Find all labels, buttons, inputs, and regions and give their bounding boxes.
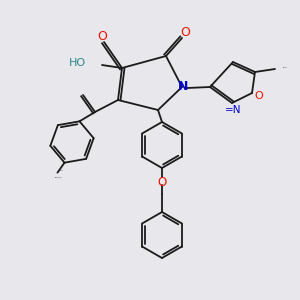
Text: O: O [255, 91, 263, 101]
Text: HO: HO [69, 58, 86, 68]
Text: methyl_tol: methyl_tol [55, 176, 62, 178]
Text: O: O [180, 26, 190, 38]
Text: O: O [97, 29, 107, 43]
Text: O: O [158, 176, 166, 188]
Text: methyl: methyl [59, 169, 64, 171]
Text: N: N [178, 80, 188, 92]
Text: =N: =N [225, 105, 241, 115]
Text: methyl: methyl [283, 66, 287, 68]
